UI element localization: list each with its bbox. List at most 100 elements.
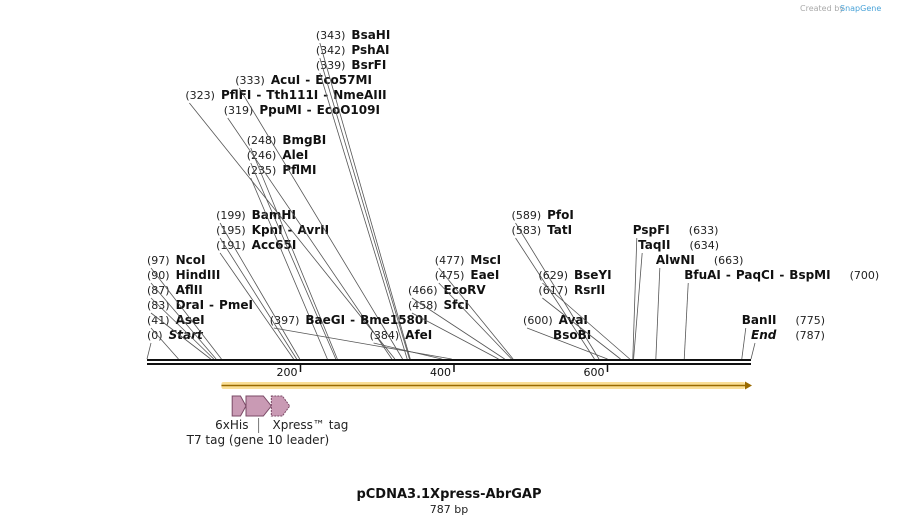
site-position: (191) [216,239,246,252]
site-taqii[interactable]: TaqII (634) [633,238,719,360]
site-label: (342) PshAI [316,43,390,57]
site-bmgbi[interactable]: (248) BmgBI [247,133,338,360]
map-length: 787 bp [430,503,468,516]
site-enzyme-name: BsaHI [351,28,390,42]
site-label: (248) BmgBI [247,133,326,147]
site-position: (629) [538,269,568,282]
tag-arrow [245,395,272,417]
site-position: (235) [247,164,277,177]
site-leader-line [741,327,747,360]
site-leader-line [438,267,514,360]
site-enzyme-name: PaqCI [736,268,774,282]
site-label: (87) AflII [147,283,203,297]
tag-feature[interactable]: 6xHis [215,395,248,432]
site-aflii[interactable]: (87) AflII [147,283,215,360]
site-alwni[interactable]: AlwNI (663) [655,253,744,360]
site-position: (589) [512,209,542,222]
site-banii[interactable]: BanII (775) [741,313,826,360]
site-position: (475) [435,269,465,282]
site-position: (319) [224,104,254,117]
site-label: (97) NcoI [147,253,205,267]
site-position: (339) [316,59,346,72]
site-pspfi[interactable]: PspFI (633) [632,223,719,360]
site-label: (589) PfoI [512,208,574,222]
site-enzyme-name: PflMI [282,163,316,177]
site-leader-line [146,342,152,360]
site-leader-line [542,282,631,360]
site-label: (477) MscI [435,253,501,267]
site-leader-line [150,282,217,360]
tag-arrow [231,395,247,417]
orf-feature[interactable] [221,381,752,390]
tag-arrow [270,395,291,417]
site-position: (663) [714,254,744,267]
site-position: (583) [512,224,542,237]
site-position: (775) [796,314,826,327]
site-position: (248) [247,134,277,147]
site-enzyme-name: Tth111I [266,88,318,102]
site-enzyme-name: AvrII [298,223,330,237]
ruler-tick-label: 200 [276,366,297,379]
site-position: (195) [216,224,246,237]
ruler-tick-label: 600 [583,366,604,379]
site-enzyme-name: BspMI [789,268,830,282]
site-enzyme-name: - [288,223,293,237]
site-enzyme-name: PmeI [219,298,253,312]
ruler-ticks: 200 400 600 [276,365,609,379]
site-leader-line [655,267,661,360]
site-msci[interactable]: (477) MscI [435,253,514,360]
site-bamhi[interactable]: (199) BamHI [216,208,301,360]
site-position: (600) [523,314,553,327]
site-enzyme-name: EcoO109I [317,103,380,117]
site-enzyme-name: AleI [282,148,308,162]
site-position: (384) [370,329,400,342]
site-enzyme-name: AlwNI [656,253,695,267]
site-label: (384) AfeI [370,328,433,342]
site-leader-line [750,342,756,360]
site-label: (235) PflMI [247,163,317,177]
site-baegi[interactable]: (397) BaeGI - Bme1580I [270,313,452,360]
site-label: (90) HindIII [147,268,220,282]
site-alei[interactable]: (246) AleI [247,148,337,360]
site-bfuai[interactable]: BfuAI - PaqCI - BspMI (700) [683,268,879,360]
site-leader-line [515,222,600,360]
site-position: (633) [689,224,719,237]
ruler-tick-label: 400 [430,366,451,379]
site-start[interactable]: (0) Start [146,328,204,360]
site-ncoi[interactable]: (97) NcoI [147,253,222,360]
site-enzyme-name: BamHI [252,208,296,222]
site-enzyme-name: TatI [547,223,572,237]
snapgene-watermark: Created by SnapGene [800,4,881,13]
site-asei[interactable]: (41) AseI [147,313,205,360]
site-enzyme-name: - [305,73,310,87]
tag-feature[interactable]: Xpress™ tag [270,395,348,432]
site-label: TaqII (634) [638,238,719,252]
site-kpni[interactable]: (195) KpnI - AvrII [216,223,330,360]
site-leader-line [219,252,294,360]
site-pfoi[interactable]: (589) PfoI [512,208,600,360]
tag-feature[interactable]: T7 tag (gene 10 leader) [186,395,330,447]
site-bsrfi[interactable]: (339) BsrFI [316,58,408,360]
site-leader-line [526,327,608,360]
site-leader-line [250,162,337,360]
site-bseyi[interactable]: (629) BseYI [538,268,631,360]
site-end[interactable]: End (787) [750,328,825,360]
site-label: (600) AvaI [523,313,588,327]
site-hindiii[interactable]: (90) HindIII [147,268,220,360]
site-rsrii[interactable]: (617) RsrII [538,283,621,360]
site-pflmi[interactable]: (235) PflMI [247,163,328,360]
site-leader-line [150,327,179,360]
site-label: (323) PflFI - Tth111I - NmeAIII [185,88,386,102]
site-leader-line [542,297,621,360]
site-label: (583) TatI [512,223,573,237]
site-position: (787) [795,329,825,342]
site-tati[interactable]: (583) TatI [512,223,595,360]
watermark-prefix: Created by [800,4,844,13]
site-leader-line [515,237,595,360]
site-pflfi[interactable]: (323) PflFI - Tth111I - NmeAIII [185,88,396,360]
site-leader-line [250,147,338,360]
site-enzyme-name: PshAI [351,43,389,57]
site-enzyme-name: RsrII [574,283,605,297]
site-bsahi[interactable]: (343) BsaHI [316,28,411,360]
